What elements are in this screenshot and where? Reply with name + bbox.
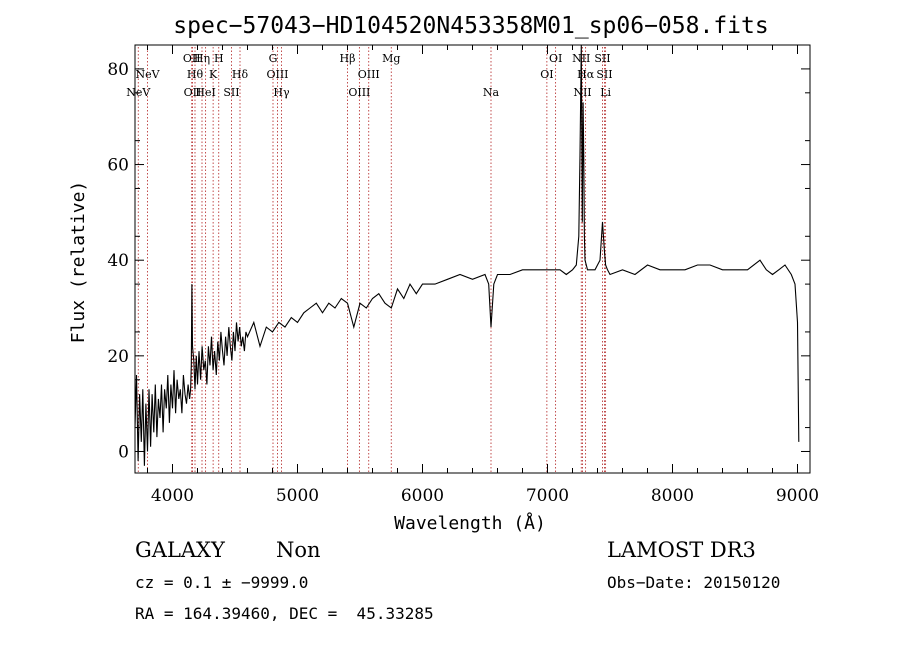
spectral-line-label: HeI: [195, 86, 215, 99]
redshift-value: cz = 0.1 ± −9999.0: [135, 573, 309, 592]
x-axis: 4000 5000 6000 7000 8000 9000: [147, 45, 819, 506]
y-tick-label: 40: [107, 251, 129, 271]
spectral-line-label: Hδ: [232, 68, 249, 81]
spectral-line-label: OI: [540, 68, 553, 81]
spectral-line-label: OII: [184, 86, 202, 99]
y-tick-label: 20: [107, 347, 129, 367]
spectral-line-label: OIII: [266, 68, 288, 81]
spectral-line-label: NeV: [135, 68, 160, 81]
spectral-line-label: K: [209, 68, 218, 81]
spectral-line-label: Hγ: [273, 86, 290, 99]
x-axis-label: Wavelength (Å): [394, 512, 546, 534]
survey-name: LAMOST DR3: [607, 538, 756, 562]
y-tick-label: 60: [107, 156, 129, 176]
x-tick-label: 6000: [401, 486, 444, 506]
spectral-line-label: OI: [549, 52, 562, 65]
spectral-line-label: OII: [183, 52, 201, 65]
spectrum-series-line: [134, 44, 800, 466]
spectral-line-label: OIII: [358, 68, 380, 81]
coordinates: RA = 164.39460, DEC = 45.33285: [135, 604, 434, 623]
object-subclass: Non: [276, 538, 321, 562]
spectral-line-label: SII: [223, 86, 239, 99]
spectral-line-label: NII: [573, 86, 591, 99]
y-tick-label: 0: [118, 442, 129, 462]
object-type: GALAXY: [135, 538, 225, 562]
x-tick-label: 7000: [526, 486, 569, 506]
spectral-line-label: Hθ: [187, 68, 204, 81]
x-tick-label: 8000: [651, 486, 694, 506]
y-axis: 0 20 40 60 80: [107, 60, 810, 462]
spectral-line-label: OIII: [348, 86, 370, 99]
plot-frame: [134, 44, 811, 474]
x-tick-label: 5000: [276, 486, 319, 506]
spectral-line-labels: NeVNeVOIIOIIHθHηHeIKHSIIHδGOIIIHγHβOIIIO…: [126, 52, 612, 99]
observation-date: Obs−Date: 20150120: [607, 573, 781, 592]
spectral-line-markers: [137, 47, 607, 473]
spectral-line-label: Na: [483, 86, 500, 99]
y-tick-label: 80: [107, 60, 129, 80]
spectral-line-label: Hη: [194, 52, 210, 65]
y-axis-label: Flux (relative): [68, 181, 89, 344]
spectral-line-label: Hβ: [340, 52, 356, 65]
spectral-line-label: H: [214, 52, 224, 65]
spectral-line-label: Mg: [382, 52, 400, 65]
spectral-line-label: Hα: [577, 68, 595, 81]
spectral-line-label: SII: [594, 52, 610, 65]
spectral-line-label: G: [269, 52, 278, 65]
x-tick-label: 4000: [151, 486, 194, 506]
x-tick-label: 9000: [776, 486, 819, 506]
chart-title: spec−57043−HD104520N453358M01_sp06−058.f…: [173, 13, 768, 39]
spectral-line-label: Li: [600, 86, 611, 99]
spectral-line-label: SII: [596, 68, 612, 81]
